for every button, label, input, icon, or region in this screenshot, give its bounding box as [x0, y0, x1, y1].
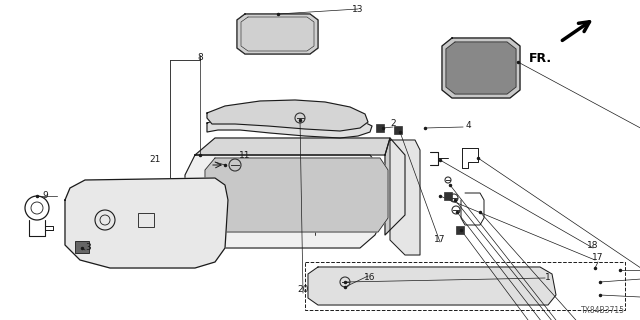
Bar: [376, 124, 384, 132]
Polygon shape: [195, 138, 390, 155]
Text: FR.: FR.: [529, 52, 552, 65]
Polygon shape: [390, 140, 420, 255]
Bar: [138, 213, 154, 227]
Text: 16: 16: [364, 273, 376, 282]
Polygon shape: [446, 42, 516, 94]
Text: 4: 4: [465, 121, 471, 130]
Text: TX84B3715: TX84B3715: [581, 306, 625, 315]
Text: 21: 21: [149, 156, 161, 164]
Polygon shape: [205, 158, 388, 232]
Polygon shape: [385, 138, 405, 235]
Text: 11: 11: [239, 150, 251, 159]
Text: 9: 9: [42, 190, 48, 199]
Text: 17: 17: [435, 236, 445, 244]
Text: 8: 8: [197, 52, 203, 61]
Bar: [444, 192, 452, 200]
Text: 20: 20: [298, 285, 308, 294]
Text: 13: 13: [352, 4, 364, 13]
Polygon shape: [308, 267, 556, 305]
Text: 18: 18: [588, 241, 599, 250]
Polygon shape: [207, 100, 368, 131]
Polygon shape: [207, 112, 372, 138]
Polygon shape: [237, 14, 318, 54]
Polygon shape: [241, 17, 314, 51]
Bar: [394, 126, 402, 134]
Polygon shape: [442, 38, 520, 98]
Polygon shape: [65, 178, 228, 268]
Bar: [75, 241, 89, 253]
Bar: [456, 226, 464, 234]
Text: 2: 2: [390, 119, 396, 129]
Polygon shape: [185, 155, 385, 248]
Text: 17: 17: [592, 253, 604, 262]
Text: 3: 3: [85, 244, 91, 252]
Bar: [305, 262, 625, 310]
Text: 1: 1: [545, 274, 551, 283]
